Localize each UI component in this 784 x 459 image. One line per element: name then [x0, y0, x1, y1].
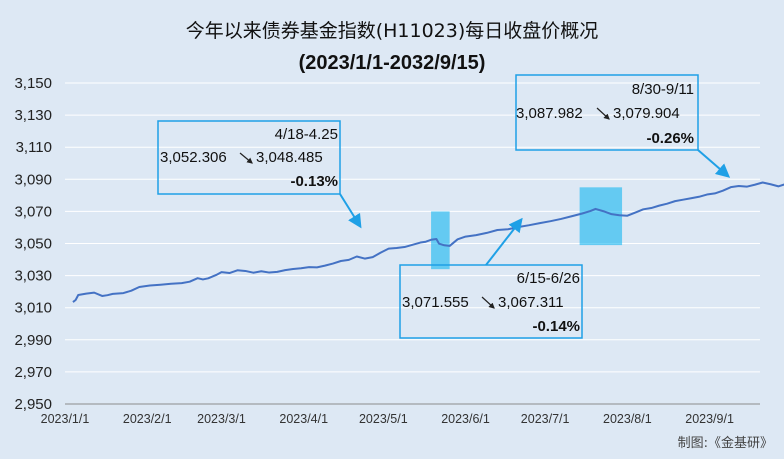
- annotation-change: -0.13%: [290, 173, 338, 190]
- gridlines: [65, 82, 760, 373]
- annotation-box: [399, 264, 583, 339]
- x-tick-label: 2023/6/1: [441, 412, 490, 426]
- annotation-to-value: 3,079.904: [613, 105, 680, 122]
- annotation-to-value: 3,048.485: [256, 149, 323, 166]
- annotation-box: [515, 74, 699, 151]
- chart-title-line2: (2023/1/1-2032/9/15): [299, 52, 486, 74]
- annotation-from-value: 3,052.306: [160, 149, 227, 166]
- y-tick-label: 2,990: [14, 332, 52, 349]
- mini-arrow-icon: [239, 152, 253, 164]
- highlight-bands: [431, 187, 623, 270]
- callout-arrow: [485, 217, 523, 266]
- y-tick-label: 3,130: [14, 107, 52, 124]
- annotation-to-value: 3,067.311: [498, 294, 564, 311]
- mini-arrow-icon: [596, 107, 610, 120]
- annotation-change: -0.26%: [646, 130, 694, 147]
- annotation-jun: 6/15-6/26 3,071.555 3,067.311 -0.14%: [399, 217, 583, 339]
- x-tick-label: 2023/9/1: [685, 412, 734, 426]
- y-tick-label: 3,090: [14, 171, 52, 188]
- x-tick-label: 2023/2/1: [123, 412, 172, 426]
- y-tick-label: 2,970: [14, 364, 52, 381]
- highlight-band: [431, 211, 450, 270]
- series-layer: [72, 181, 784, 303]
- annotation-apr: 4/18-4.25 3,052.306 3,048.485 -0.13%: [157, 120, 362, 229]
- chart-credit: 制图:《金基研》: [678, 435, 773, 451]
- annotation-aug: 8/30-9/11 3,087.982 3,079.904 -0.26%: [515, 74, 731, 178]
- y-axis-tick-labels: 2,950 2,970 2,990 3,010 3,030 3,050 3,070 3,090…: [14, 75, 52, 413]
- y-tick-label: 3,030: [14, 268, 52, 285]
- mini-arrow-icon: [481, 296, 495, 309]
- annotation-period: 8/30-9/11: [632, 81, 694, 98]
- x-tick-label: 2023/3/1: [197, 412, 246, 426]
- annotation-period: 4/18-4.25: [275, 126, 338, 143]
- annotation-box: [157, 120, 341, 195]
- y-tick-label: 3,050: [14, 236, 52, 253]
- y-tick-label: 2,950: [14, 396, 52, 413]
- y-tick-label: 3,070: [14, 203, 52, 220]
- annotation-period: 6/15-6/26: [517, 270, 580, 287]
- x-axis-tick-labels: 2023/1/1 2023/2/1 2023/3/1 2023/4/1 2023/5/1…: [41, 412, 734, 426]
- y-tick-label: 3,150: [14, 75, 52, 92]
- series-line: [72, 181, 784, 303]
- callout-arrow: [339, 193, 362, 229]
- highlight-band: [579, 187, 623, 246]
- annotation-from-value: 3,071.555: [402, 294, 469, 311]
- x-tick-label: 2023/5/1: [359, 412, 408, 426]
- x-tick-label: 2023/7/1: [521, 412, 570, 426]
- annotation-from-value: 3,087.982: [516, 105, 583, 122]
- x-tick-label: 2023/8/1: [603, 412, 652, 426]
- callout-arrow: [697, 149, 731, 178]
- chart-title-line1: 今年以来债券基金指数(H11023)每日收盘价概况: [186, 20, 599, 42]
- x-tick-label: 2023/4/1: [279, 412, 328, 426]
- annotation-change: -0.14%: [532, 318, 580, 335]
- x-tick-label: 2023/1/1: [41, 412, 90, 426]
- y-tick-label: 3,110: [16, 139, 52, 156]
- y-tick-label: 3,010: [14, 300, 52, 317]
